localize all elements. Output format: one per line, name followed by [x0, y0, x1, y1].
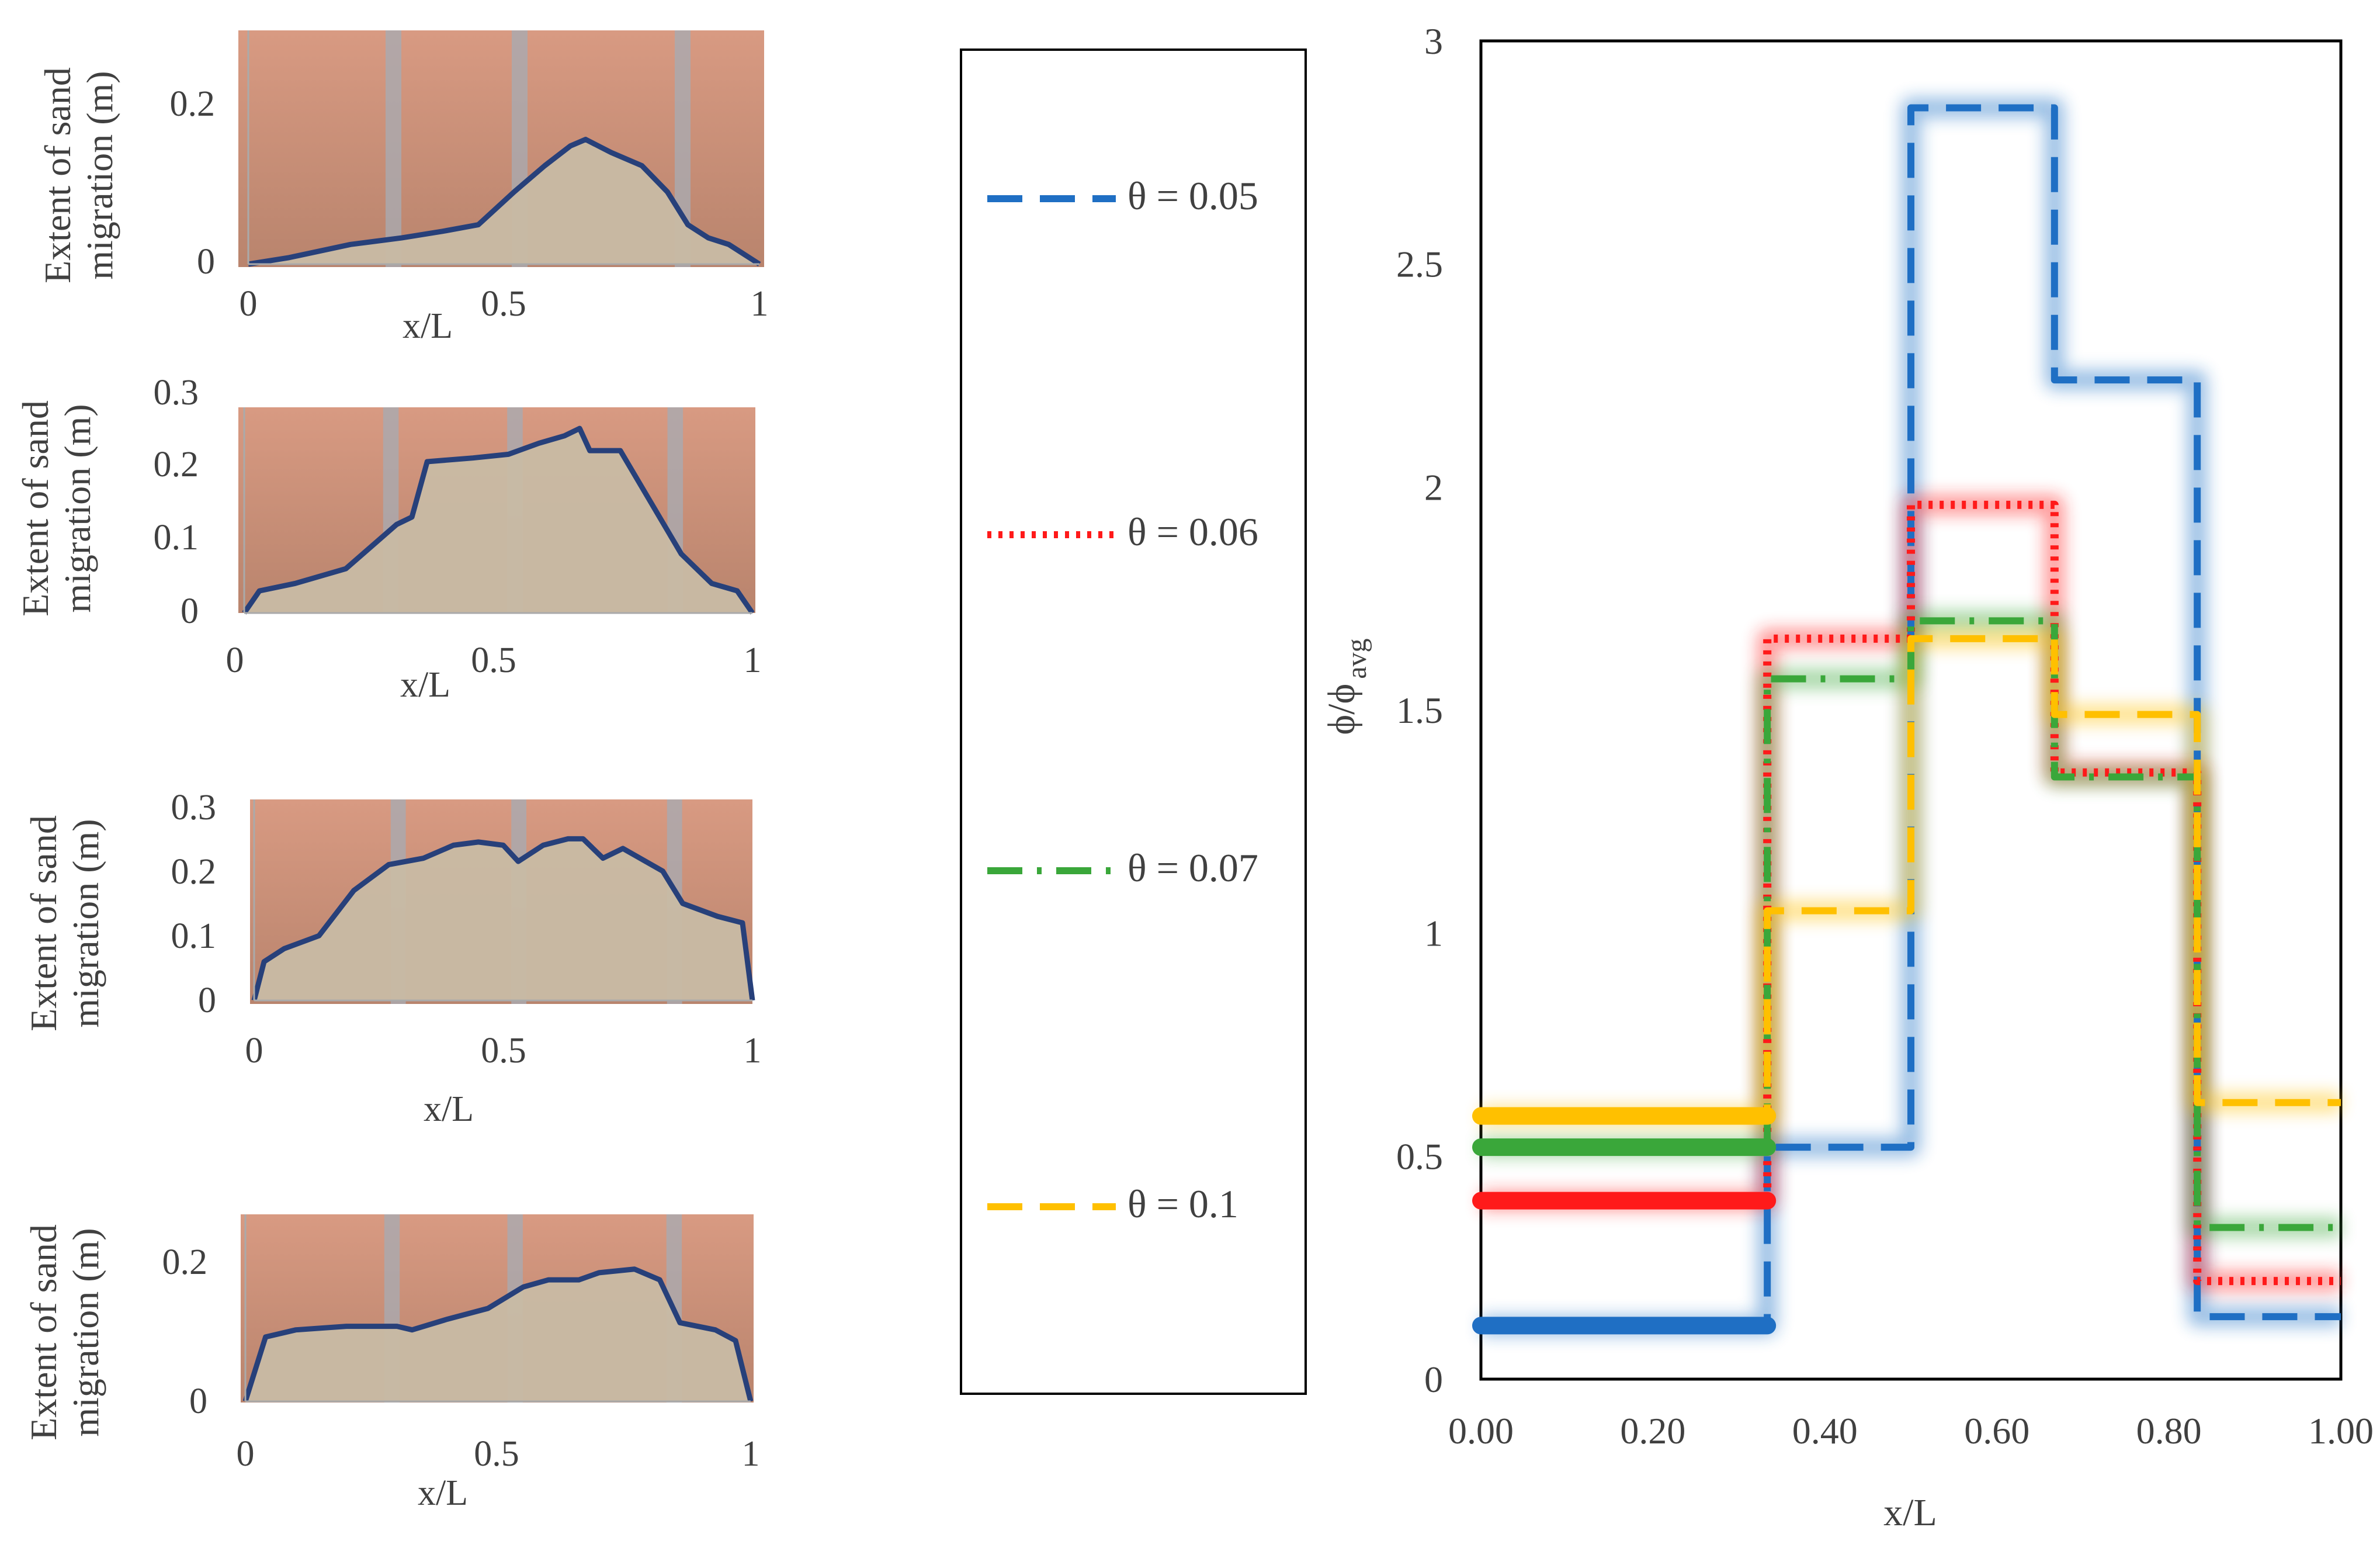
panel-3-ytick: 0.1 — [171, 916, 217, 956]
main-xlabel: x/L — [1883, 1491, 1937, 1534]
panel-4-xlabel: x/L — [418, 1473, 468, 1513]
panel-3-xtick: 1 — [744, 1031, 762, 1071]
legend: θ = 0.05 θ = 0.06 θ = 0.07 θ = 0.1 — [960, 49, 1307, 1395]
sand-panel-4: 0.2 0 0 0.5 1 x/L Extent of sand migrati… — [23, 1214, 760, 1513]
panel-4-ytick: 0 — [189, 1381, 207, 1421]
sand-fill — [245, 1269, 751, 1401]
panel-4-xtick: 0.5 — [474, 1434, 519, 1474]
main-xtick: 0.80 — [2136, 1410, 2202, 1452]
panel-3-xtick: 0 — [245, 1031, 263, 1071]
panel-2-xlabel: x/L — [400, 665, 450, 705]
panel-3-xtick: 0.5 — [481, 1031, 526, 1071]
panel-3-ylabel-line2: migration (m) — [65, 819, 106, 1027]
sand-panel-3: 0.3 0.2 0.1 0 0 0.5 1 x/L Extent of sand… — [23, 788, 762, 1129]
main-ylabel-main: ϕ/ϕ — [1320, 684, 1363, 735]
main-ytick: 1.5 — [1396, 690, 1443, 731]
panel-4-xtick: 1 — [742, 1434, 760, 1474]
sand-panel-1: 0.2 0 0 0.5 1 x/L Extent of sand migrati… — [37, 30, 769, 346]
panel-1-ylabel-line2: migration (m) — [79, 71, 120, 279]
panel-1-ytick: 0.2 — [170, 84, 216, 124]
main-xtick: 0.00 — [1448, 1410, 1514, 1452]
panel-2-ytick: 0.3 — [154, 373, 199, 413]
main-xtick: 0.20 — [1620, 1410, 1685, 1452]
main-ytick: 3 — [1424, 20, 1443, 62]
main-ytick: 2.5 — [1396, 244, 1443, 285]
panel-4-ylabel-line1: Extent of sand — [23, 1224, 64, 1440]
panel-4-ytick: 0.2 — [162, 1242, 208, 1282]
tank-post — [386, 30, 401, 267]
main-ytick: 2 — [1424, 466, 1443, 508]
panel-3-ytick: 0.3 — [171, 788, 217, 827]
main-ytick: 1 — [1424, 913, 1443, 954]
sand-panel-2: 0.3 0.2 0.1 0 0 0.5 1 x/L Extent of sand… — [15, 373, 762, 705]
panel-1-xtick: 1 — [751, 284, 769, 324]
tank-photo-3 — [250, 799, 752, 1004]
panel-4-ylabel-line2: migration (m) — [65, 1228, 106, 1436]
legend-label-3: θ = 0.1 — [1127, 1182, 1238, 1226]
main-ytick: 0 — [1424, 1359, 1443, 1400]
legend-label-0: θ = 0.05 — [1127, 174, 1258, 218]
tank-photo-2 — [238, 407, 755, 613]
panel-1-ytick: 0 — [197, 242, 215, 282]
panel-2-xtick: 1 — [744, 640, 762, 680]
panel-3-ytick: 0 — [198, 981, 216, 1020]
panel-1-xtick: 0.5 — [481, 284, 526, 324]
panel-3-xlabel: x/L — [424, 1089, 474, 1129]
tank-photo-4 — [241, 1214, 754, 1403]
panel-2-ytick: 0 — [181, 591, 199, 631]
series-line-0 — [1481, 104, 2341, 1329]
panel-2-ylabel-line2: migration (m) — [57, 404, 98, 612]
main-step-chart: 0 0.5 1 1.5 2 2.5 3 0.00 0.20 0.40 0.60 0.80 1.00 x… — [1320, 20, 2374, 1534]
panel-1-xlabel: x/L — [403, 306, 453, 346]
main-xtick: 0.40 — [1792, 1410, 1858, 1452]
panel-1-ylabel-line1: Extent of sand — [37, 67, 78, 283]
sand-profile-line-4 — [242, 1266, 754, 1403]
main-xtick: 1.00 — [2308, 1410, 2374, 1452]
sand-fill — [244, 428, 752, 613]
main-ylabel: ϕ/ϕ avg — [1320, 638, 1372, 735]
panel-2-xtick: 0 — [226, 640, 244, 680]
main-xtick: 0.60 — [1964, 1410, 2029, 1452]
series-line-3 — [1481, 635, 2341, 1120]
panel-4-xtick: 0 — [237, 1434, 255, 1474]
sand-profile-line-1 — [248, 137, 761, 267]
tank-photo-1 — [238, 30, 764, 267]
main-ytick: 0.5 — [1396, 1135, 1443, 1177]
sand-fill — [254, 839, 752, 1000]
panel-2-ytick: 0.1 — [154, 518, 199, 557]
panel-1-xtick: 0 — [240, 284, 258, 324]
legend-label-1: θ = 0.06 — [1127, 510, 1258, 554]
legend-box — [960, 49, 1307, 1395]
panel-3-ylabel-line1: Extent of sand — [23, 815, 64, 1031]
panel-2-ylabel-line1: Extent of sand — [15, 400, 56, 617]
main-ylabel-sub: avg — [1341, 638, 1372, 678]
panel-2-xtick: 0.5 — [471, 640, 516, 680]
panel-3-ytick: 0.2 — [171, 852, 217, 892]
panel-2-ytick: 0.2 — [154, 445, 199, 484]
sand-profile-line-3 — [251, 836, 755, 1002]
legend-label-2: θ = 0.07 — [1127, 846, 1258, 890]
sand-profile-line-2 — [242, 425, 755, 615]
